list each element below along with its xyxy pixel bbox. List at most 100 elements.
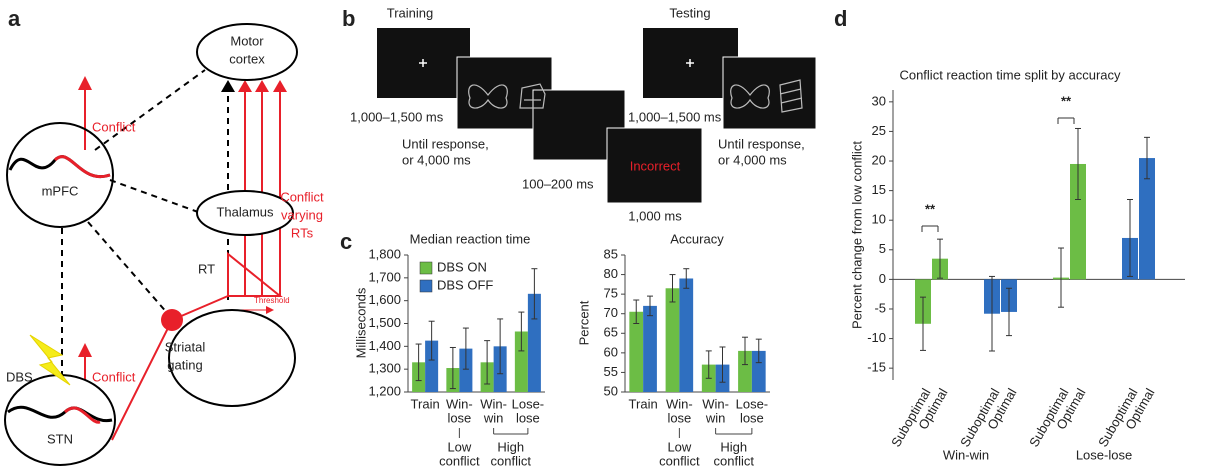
panel-label: b [342, 6, 355, 31]
x-tick-label: win [705, 410, 726, 425]
y-axis-label: Percent change from low conflict [849, 141, 864, 329]
chart-title: Median reaction time [410, 231, 531, 246]
y-tick-label: 15 [872, 182, 886, 197]
bar [679, 278, 693, 392]
legend-label: DBS ON [437, 259, 487, 274]
x-tick-label: Win- [702, 396, 729, 411]
y-tick-label: 1,300 [368, 361, 401, 376]
y-tick-label: 1,800 [368, 246, 401, 261]
signal-wave [55, 157, 110, 177]
diagram [5, 24, 297, 465]
y-tick-label: 0 [879, 271, 886, 286]
y-tick-label: 30 [872, 93, 886, 108]
panel-label: a [8, 6, 21, 31]
x-tick-label: lose [740, 410, 764, 425]
x-tick-label: lose [516, 410, 540, 425]
x-tick-label: Lose- [736, 396, 769, 411]
annotation: DBS [6, 369, 33, 384]
arrowhead [78, 343, 92, 357]
node-label: mPFC [42, 183, 79, 198]
phase-label: Training [387, 5, 433, 20]
node-label: STN [47, 431, 73, 446]
x-tick-label: Win- [446, 396, 473, 411]
node-label: cortex [229, 51, 265, 66]
arrowhead [266, 306, 274, 314]
panel-label: c [340, 229, 352, 254]
y-tick-label: 80 [604, 266, 618, 281]
y-axis-label: Percent [576, 300, 591, 345]
node-label: gating [167, 357, 202, 372]
y-tick-label: 50 [604, 383, 618, 398]
group-label: High [720, 439, 747, 454]
node-label: Thalamus [216, 204, 274, 219]
arrowhead [255, 80, 269, 92]
connection [95, 70, 205, 150]
node-label: Striatal [165, 339, 206, 354]
y-tick-label: 55 [604, 364, 618, 379]
group-label: conflict [439, 453, 480, 468]
x-tick-label: win [483, 410, 504, 425]
screen-label: 100–200 ms [522, 176, 594, 191]
y-tick-label: 60 [604, 344, 618, 359]
annotation: Conflict [280, 189, 324, 204]
annotation: Conflict [92, 119, 136, 134]
y-tick-label: -15 [867, 360, 886, 375]
y-tick-label: 65 [604, 325, 618, 340]
significance-label: ** [925, 201, 936, 216]
group-label: conflict [714, 453, 755, 468]
figure: a b c d [0, 0, 1206, 475]
y-tick-label: -5 [874, 300, 886, 315]
group-label: Low [447, 439, 471, 454]
y-tick-label: 1,500 [368, 315, 401, 330]
bar [666, 288, 680, 392]
x-tick-label: lose [447, 410, 471, 425]
y-tick-label: 1,600 [368, 292, 401, 307]
screen-label: 1,000–1,500 ms [628, 109, 722, 124]
connection [88, 222, 175, 322]
chart-title: Conflict reaction time split by accuracy [899, 67, 1121, 82]
arrowhead [221, 80, 235, 92]
chart-title: Accuracy [670, 231, 724, 246]
screen-label: Until response, [718, 136, 805, 151]
node-label: Motor [230, 33, 264, 48]
x-tick-label: Win- [480, 396, 507, 411]
x-tick-label: Lose- [512, 396, 545, 411]
significance-label: ** [1061, 93, 1072, 108]
y-axis-label: Milliseconds [353, 287, 368, 358]
annotation: RTs [291, 225, 314, 240]
legend-swatch [420, 262, 432, 274]
y-tick-label: 75 [604, 286, 618, 301]
y-tick-label: 1,200 [368, 383, 401, 398]
connection [110, 180, 198, 212]
gating-node [161, 309, 183, 331]
arrowhead [238, 80, 252, 92]
y-tick-label: 20 [872, 152, 886, 167]
feedback-text: Incorrect [630, 158, 681, 173]
screen-label: or 4,000 ms [402, 152, 471, 167]
annotation: varying [281, 207, 323, 222]
arrowhead [273, 80, 287, 92]
group-label: conflict [491, 453, 532, 468]
group-label: Low [667, 439, 691, 454]
legend-swatch [420, 280, 432, 292]
page: a b c d [0, 0, 1206, 475]
x-tick-label: Train [411, 396, 440, 411]
y-tick-label: 5 [879, 241, 886, 256]
x-tick-label: lose [667, 410, 691, 425]
annotation: Conflict [92, 369, 136, 384]
group-label: Lose-lose [1076, 447, 1132, 462]
screen-label: 1,000–1,500 ms [350, 109, 444, 124]
x-tick-label: Win- [666, 396, 693, 411]
phase-label: Testing [669, 5, 710, 20]
signal-wave [10, 157, 110, 177]
y-tick-label: 70 [604, 305, 618, 320]
x-tick-label: Train [629, 396, 658, 411]
annotation: RT [198, 261, 215, 276]
bar [643, 306, 657, 392]
y-tick-label: 1,400 [368, 338, 401, 353]
group-label: High [497, 439, 524, 454]
legend-label: DBS OFF [437, 277, 493, 292]
y-tick-label: -10 [867, 330, 886, 345]
screen-label: or 4,000 ms [718, 152, 787, 167]
screen-label: 1,000 ms [628, 208, 682, 223]
